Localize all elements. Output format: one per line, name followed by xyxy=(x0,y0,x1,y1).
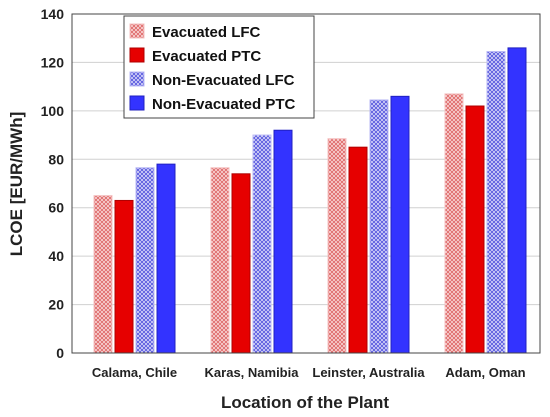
bar-evacuated-ptc-2 xyxy=(348,146,368,354)
bar-evacuated-ptc-3 xyxy=(465,105,485,354)
y-tick-label: 120 xyxy=(41,54,65,70)
x-category-label: Leinster, Australia xyxy=(312,365,425,380)
legend-label: Evacuated PTC xyxy=(152,48,261,65)
bar-non-evacuated-ptc-1 xyxy=(273,129,293,354)
y-tick-label: 60 xyxy=(48,200,64,216)
y-tick-labels: 0 20 40 60 80 100 120 140 xyxy=(41,6,65,361)
y-tick-label: 100 xyxy=(41,103,65,119)
bar-evacuated-ptc-0 xyxy=(114,199,134,354)
plot-frame xyxy=(71,13,541,354)
bar-evacuated-ptc-1 xyxy=(231,173,251,354)
x-category-label: Calama, Chile xyxy=(92,365,177,380)
y-tick-label: 140 xyxy=(41,6,65,22)
bar-non-evacuated-lfc-2 xyxy=(369,99,389,354)
bar-non-evacuated-lfc-1 xyxy=(252,134,272,354)
x-category-label: Karas, Namibia xyxy=(205,365,300,380)
y-tick-label: 0 xyxy=(56,345,64,361)
bar-evacuated-lfc-0 xyxy=(93,195,113,354)
x-category-label: Adam, Oman xyxy=(445,365,525,380)
bar-non-evacuated-lfc-0 xyxy=(135,167,155,354)
x-category-labels: Calama, Chile Karas, Namibia Leinster, Aus… xyxy=(92,365,526,380)
bar-evacuated-lfc-3 xyxy=(444,93,464,354)
legend-swatch xyxy=(129,71,145,87)
y-tick-label: 20 xyxy=(48,297,64,313)
legend-swatch xyxy=(129,23,145,39)
y-tick-label: 40 xyxy=(48,248,64,264)
legend-swatch xyxy=(129,95,145,111)
bar-evacuated-lfc-2 xyxy=(327,138,347,354)
legend-label: Evacuated LFC xyxy=(152,24,261,41)
bar-evacuated-lfc-1 xyxy=(210,167,230,354)
legend: Evacuated LFC Evacuated PTC Non-Evacuated … xyxy=(123,15,315,119)
x-axis-title: Location of the Plant xyxy=(221,393,389,412)
bar-non-evacuated-ptc-3 xyxy=(507,47,527,354)
bar-non-evacuated-ptc-0 xyxy=(156,163,176,354)
legend-swatch xyxy=(129,47,145,63)
y-axis-title: LCOE [EUR/MWh] xyxy=(7,112,26,256)
bar-non-evacuated-ptc-2 xyxy=(390,95,410,354)
y-tick-label: 80 xyxy=(48,151,64,167)
bar-non-evacuated-lfc-3 xyxy=(486,51,506,354)
legend-box xyxy=(123,15,315,119)
legend-label: Non-Evacuated LFC xyxy=(152,72,295,89)
legend-label: Non-Evacuated PTC xyxy=(152,96,296,113)
